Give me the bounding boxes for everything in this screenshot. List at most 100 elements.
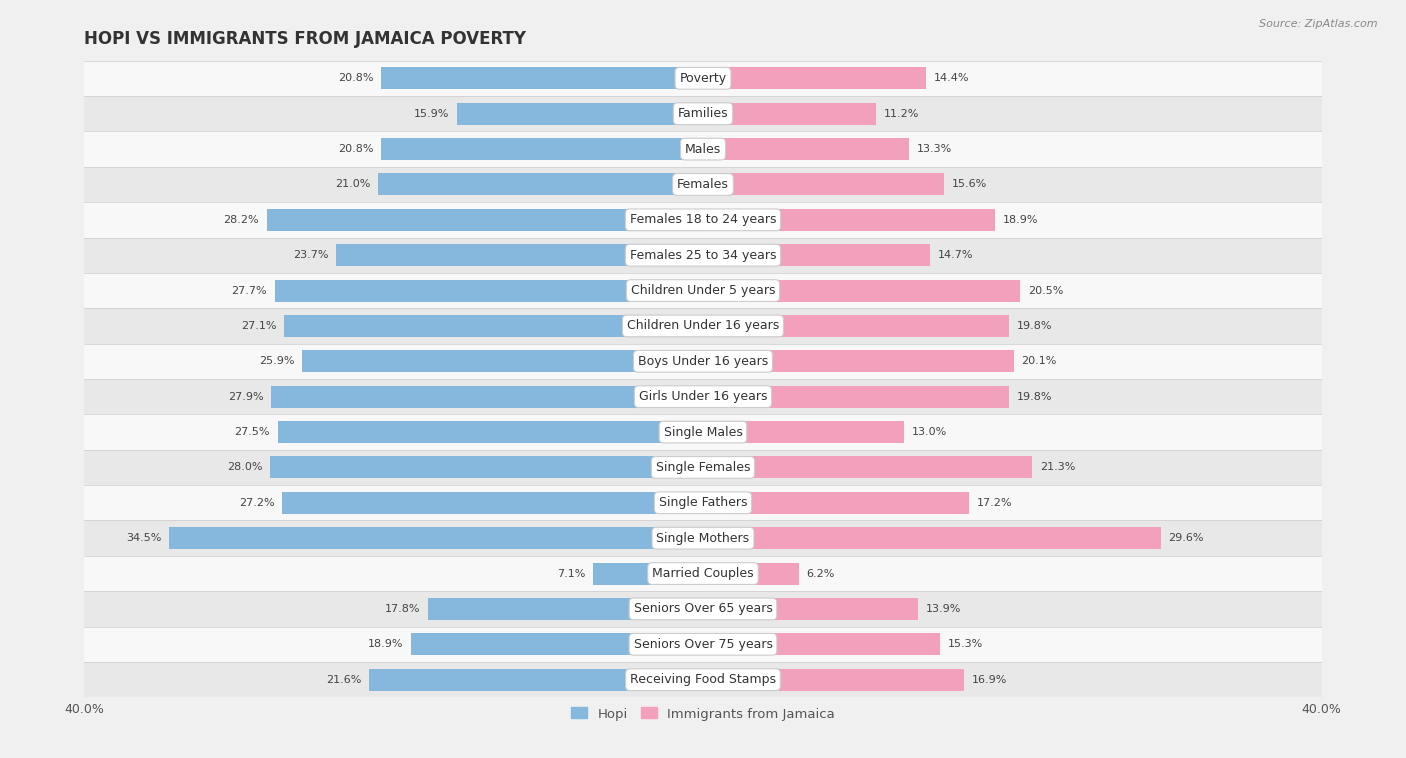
Bar xyxy=(271,386,703,408)
Text: Males: Males xyxy=(685,143,721,155)
Text: 17.2%: 17.2% xyxy=(977,498,1012,508)
Text: 27.7%: 27.7% xyxy=(231,286,267,296)
Text: 13.0%: 13.0% xyxy=(912,427,948,437)
Bar xyxy=(381,67,703,89)
Text: 28.2%: 28.2% xyxy=(224,215,259,225)
Text: 21.6%: 21.6% xyxy=(326,675,361,684)
Text: 19.8%: 19.8% xyxy=(1017,321,1053,331)
Bar xyxy=(84,627,1322,662)
Text: 17.8%: 17.8% xyxy=(384,604,420,614)
Bar xyxy=(84,61,1322,96)
Bar xyxy=(703,669,965,691)
Text: Children Under 16 years: Children Under 16 years xyxy=(627,319,779,333)
Bar xyxy=(381,138,703,160)
Text: Children Under 5 years: Children Under 5 years xyxy=(631,284,775,297)
Text: Single Mothers: Single Mothers xyxy=(657,531,749,545)
Text: 15.6%: 15.6% xyxy=(952,180,987,190)
Bar xyxy=(267,209,703,230)
Bar xyxy=(84,449,1322,485)
Legend: Hopi, Immigrants from Jamaica: Hopi, Immigrants from Jamaica xyxy=(565,702,841,725)
Text: 27.2%: 27.2% xyxy=(239,498,274,508)
Text: Boys Under 16 years: Boys Under 16 years xyxy=(638,355,768,368)
Text: 19.8%: 19.8% xyxy=(1017,392,1053,402)
Bar xyxy=(703,103,876,124)
Text: 20.8%: 20.8% xyxy=(337,144,374,154)
Text: 20.8%: 20.8% xyxy=(337,74,374,83)
Bar xyxy=(84,131,1322,167)
Text: Girls Under 16 years: Girls Under 16 years xyxy=(638,390,768,403)
Bar xyxy=(302,350,703,372)
Bar xyxy=(284,315,703,337)
Text: Married Couples: Married Couples xyxy=(652,567,754,580)
Bar xyxy=(84,556,1322,591)
Text: 7.1%: 7.1% xyxy=(557,568,585,578)
Bar xyxy=(84,591,1322,627)
Text: 16.9%: 16.9% xyxy=(972,675,1008,684)
Bar xyxy=(84,202,1322,237)
Text: 15.9%: 15.9% xyxy=(413,108,450,119)
Bar xyxy=(703,350,1014,372)
Bar xyxy=(703,209,995,230)
Bar xyxy=(270,456,703,478)
Bar xyxy=(703,280,1021,302)
Bar xyxy=(593,562,703,584)
Bar xyxy=(378,174,703,196)
Text: Females: Females xyxy=(678,178,728,191)
Text: 14.7%: 14.7% xyxy=(938,250,973,260)
Bar xyxy=(427,598,703,620)
Text: Poverty: Poverty xyxy=(679,72,727,85)
Bar xyxy=(84,167,1322,202)
Bar xyxy=(277,421,703,443)
Text: 20.5%: 20.5% xyxy=(1028,286,1063,296)
Text: Families: Families xyxy=(678,107,728,121)
Text: 29.6%: 29.6% xyxy=(1168,533,1204,543)
Text: 23.7%: 23.7% xyxy=(294,250,329,260)
Bar xyxy=(703,174,945,196)
Bar xyxy=(368,669,703,691)
Bar xyxy=(703,492,969,514)
Text: 25.9%: 25.9% xyxy=(259,356,295,366)
Text: Seniors Over 75 years: Seniors Over 75 years xyxy=(634,637,772,651)
Text: Single Fathers: Single Fathers xyxy=(659,496,747,509)
Bar xyxy=(703,421,904,443)
Bar xyxy=(703,67,925,89)
Text: 11.2%: 11.2% xyxy=(884,108,920,119)
Text: HOPI VS IMMIGRANTS FROM JAMAICA POVERTY: HOPI VS IMMIGRANTS FROM JAMAICA POVERTY xyxy=(84,30,526,48)
Text: 27.9%: 27.9% xyxy=(228,392,264,402)
Text: Seniors Over 65 years: Seniors Over 65 years xyxy=(634,603,772,615)
Bar xyxy=(84,521,1322,556)
Bar xyxy=(84,415,1322,449)
Text: 21.3%: 21.3% xyxy=(1040,462,1076,472)
Bar xyxy=(84,485,1322,521)
Bar xyxy=(283,492,703,514)
Bar xyxy=(457,103,703,124)
Text: Females 25 to 34 years: Females 25 to 34 years xyxy=(630,249,776,262)
Bar xyxy=(411,634,703,655)
Bar xyxy=(703,562,799,584)
Bar xyxy=(703,598,918,620)
Text: 6.2%: 6.2% xyxy=(807,568,835,578)
Bar xyxy=(84,379,1322,415)
Text: 21.0%: 21.0% xyxy=(335,180,371,190)
Bar xyxy=(274,280,703,302)
Bar xyxy=(336,244,703,266)
Bar xyxy=(84,237,1322,273)
Bar xyxy=(703,244,931,266)
Text: Single Females: Single Females xyxy=(655,461,751,474)
Bar xyxy=(703,456,1032,478)
Text: 34.5%: 34.5% xyxy=(127,533,162,543)
Text: Females 18 to 24 years: Females 18 to 24 years xyxy=(630,213,776,227)
Bar xyxy=(84,309,1322,343)
Text: 13.3%: 13.3% xyxy=(917,144,952,154)
Text: 14.4%: 14.4% xyxy=(934,74,969,83)
Text: Single Males: Single Males xyxy=(664,425,742,439)
Text: 18.9%: 18.9% xyxy=(1002,215,1039,225)
Text: 20.1%: 20.1% xyxy=(1022,356,1057,366)
Text: 28.0%: 28.0% xyxy=(226,462,262,472)
Bar xyxy=(84,662,1322,697)
Text: 18.9%: 18.9% xyxy=(367,639,404,650)
Bar xyxy=(703,528,1161,549)
Bar xyxy=(84,96,1322,131)
Bar xyxy=(84,273,1322,309)
Text: 27.1%: 27.1% xyxy=(240,321,276,331)
